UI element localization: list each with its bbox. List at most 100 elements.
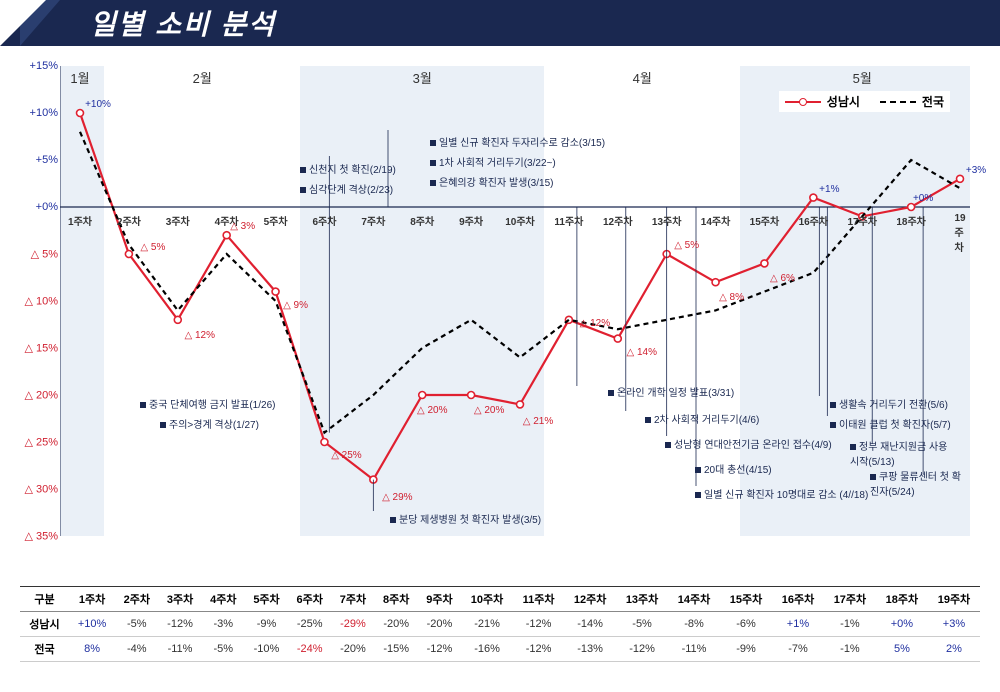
table-cell: -20% [331, 637, 374, 662]
table-cell: -7% [772, 637, 824, 662]
x-tick: 1주차 [68, 213, 92, 228]
table-header-cell: 14주차 [668, 587, 720, 612]
table-cell: -5% [616, 612, 668, 637]
x-tick: 14주차 [701, 213, 731, 228]
table-cell: -1% [824, 637, 876, 662]
table-row-label: 성남시 [20, 612, 69, 637]
data-label: +0% [913, 193, 933, 204]
data-label: △ 21% [523, 416, 553, 427]
x-tick: 2주차 [117, 213, 141, 228]
annotation: 성남형 연대안전기금 온라인 접수(4/9) [665, 436, 832, 451]
table-header-row: 구분1주차2주차3주차4주차5주차6주차7주차8주차9주차10주차11주차12주… [20, 587, 980, 612]
legend-line-icon [880, 101, 916, 103]
y-tick: +10% [10, 107, 58, 119]
annotation: 정부 재난지원금 사용시작(5/13) [850, 438, 950, 468]
table-cell: -9% [720, 637, 772, 662]
table-row: 성남시+10%-5%-12%-3%-9%-25%-29%-20%-20%-21%… [20, 612, 980, 637]
y-tick: △ 15% [10, 342, 58, 355]
x-tick: 10주차 [505, 213, 535, 228]
table-cell: -16% [461, 637, 513, 662]
annotation: 1차 사회적 거리두기(3/22~) [430, 154, 556, 169]
table-header-cell: 3주차 [158, 587, 201, 612]
x-tick: 16주차 [799, 213, 829, 228]
table-cell: +10% [69, 612, 115, 637]
table-header-cell: 7주차 [331, 587, 374, 612]
legend-item-seongnam: 성남시 [785, 93, 860, 110]
table-header-cell: 구분 [20, 587, 69, 612]
table-header-cell: 15주차 [720, 587, 772, 612]
table-cell: -25% [288, 612, 331, 637]
table-header-cell: 12주차 [564, 587, 616, 612]
annotation: 심각단계 격상(2/23) [300, 181, 393, 196]
x-tick: 9주차 [459, 213, 483, 228]
annotation: 분당 제생병원 첫 확진자 발생(3/5) [390, 511, 541, 526]
table-cell: +0% [876, 612, 928, 637]
table-cell: +3% [928, 612, 980, 637]
table-cell: 2% [928, 637, 980, 662]
data-label: △ 9% [283, 300, 308, 311]
table-cell: -12% [513, 637, 564, 662]
annotation: 이태원 클럽 첫 확진자(5/7) [830, 416, 951, 431]
table-header-cell: 16주차 [772, 587, 824, 612]
table-cell: 8% [69, 637, 115, 662]
y-tick: △ 5% [10, 248, 58, 261]
x-tick: 18주차 [896, 213, 926, 228]
data-label: +10% [85, 99, 111, 110]
table-cell: -6% [720, 612, 772, 637]
annotation: 일별 신규 확진자 두자리수로 감소(3/15) [430, 134, 605, 149]
table-header-cell: 13주차 [616, 587, 668, 612]
x-tick: 6주차 [312, 213, 336, 228]
data-label: +3% [966, 165, 986, 176]
table-header-cell: 2주차 [115, 587, 158, 612]
table-cell: -4% [115, 637, 158, 662]
chart-container: +15%+10%+5%+0%△ 5%△ 10%△ 15%△ 20%△ 25%△ … [60, 66, 970, 576]
table-cell: -8% [668, 612, 720, 637]
table-header-cell: 19주차 [928, 587, 980, 612]
annotation: 중국 단체여행 금지 발표(1/26) [140, 396, 275, 411]
data-label: △ 14% [627, 347, 657, 358]
table-row-label: 전국 [20, 637, 69, 662]
table-cell: -24% [288, 637, 331, 662]
x-tick: 7주차 [361, 213, 385, 228]
y-tick: △ 10% [10, 295, 58, 308]
table-cell: -20% [375, 612, 418, 637]
annotation: 주의>경계 격상(1/27) [160, 416, 259, 431]
table-cell: -10% [245, 637, 288, 662]
table-cell: -20% [418, 612, 461, 637]
annotation: 쿠팡 물류센터 첫 확진자(5/24) [870, 468, 970, 498]
legend-item-national: 전국 [880, 93, 944, 110]
table-cell: 5% [876, 637, 928, 662]
annotation: 2차 사회적 거리두기(4/6) [645, 411, 759, 426]
table-cell: -5% [115, 612, 158, 637]
table-cell: -12% [513, 612, 564, 637]
table-cell: -11% [158, 637, 201, 662]
data-label: +1% [819, 184, 839, 195]
table-header-cell: 11주차 [513, 587, 564, 612]
table-cell: -29% [331, 612, 374, 637]
annotation: 온라인 개학 일정 발표(3/31) [608, 384, 734, 399]
table-cell: -21% [461, 612, 513, 637]
annotation: 생활속 거리두기 전환(5/6) [830, 396, 948, 411]
table-cell: -12% [418, 637, 461, 662]
y-tick: +15% [10, 60, 58, 72]
table-cell: -12% [616, 637, 668, 662]
page-title: 일별 소비 분석 [90, 3, 276, 43]
y-tick: △ 25% [10, 436, 58, 449]
table-cell: -5% [202, 637, 245, 662]
x-tick: 19주차 [954, 213, 965, 254]
table-header-cell: 1주차 [69, 587, 115, 612]
data-table: 구분1주차2주차3주차4주차5주차6주차7주차8주차9주차10주차11주차12주… [20, 586, 980, 662]
x-tick: 15주차 [750, 213, 780, 228]
table-row: 전국8%-4%-11%-5%-10%-24%-20%-15%-12%-16%-1… [20, 637, 980, 662]
x-tick: 3주차 [166, 213, 190, 228]
table-header-cell: 6주차 [288, 587, 331, 612]
legend: 성남시 전국 [779, 91, 950, 112]
table-header-cell: 18주차 [876, 587, 928, 612]
page-header: 일별 소비 분석 [0, 0, 1000, 46]
y-tick: +5% [10, 154, 58, 166]
table-header-cell: 17주차 [824, 587, 876, 612]
x-tick: 11주차 [554, 213, 583, 228]
legend-label: 성남시 [827, 93, 860, 110]
annotation: 은혜의강 확진자 발생(3/15) [430, 174, 553, 189]
data-label: △ 5% [140, 242, 165, 253]
